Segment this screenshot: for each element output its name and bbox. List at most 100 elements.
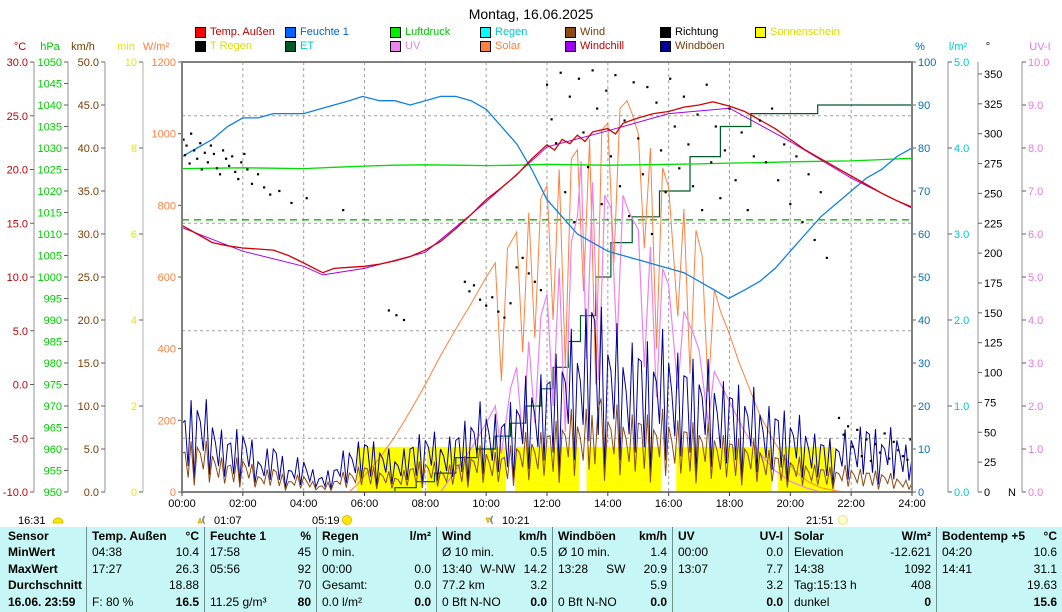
direction-dot	[641, 173, 644, 176]
direction-dot	[874, 443, 877, 446]
table-cell-row: 0.0 l/m² 0.0	[322, 594, 431, 610]
axis-tick-label: 980	[44, 358, 62, 370]
cell-mid	[561, 577, 647, 593]
axis-tick-label: 8	[131, 143, 137, 155]
legend-item-et: ET	[285, 40, 314, 52]
direction-dot	[678, 167, 681, 170]
cell-value: 26.3	[175, 561, 199, 576]
direction-dot	[527, 272, 530, 275]
direction-dot	[395, 314, 398, 317]
axis-tick-label: 4.0	[1028, 315, 1043, 327]
table-cell-row: 70	[210, 577, 311, 593]
column-unit: °C	[1043, 529, 1057, 543]
legend-swatch	[480, 26, 491, 38]
cell-value: 16.5	[175, 594, 199, 609]
axis-tick-label: 995	[44, 294, 62, 306]
direction-dot	[240, 161, 243, 164]
direction-dot	[591, 69, 594, 72]
cell-mid: W-NW	[480, 561, 516, 576]
legend-swatch	[480, 40, 491, 52]
series-layer	[182, 69, 912, 492]
x-tick-label: 04:00	[290, 498, 318, 510]
axis-uvi: UV-I 10.0 9.0 8.0 7.0 6.0 5.0 4.0 3.0 2.0 1.0 0.0	[1021, 41, 1051, 499]
sunshine-block	[586, 446, 662, 492]
axis-tick-label: 955	[44, 466, 62, 478]
cell-value: 0.0	[414, 561, 431, 576]
cell-value: 14.2	[523, 561, 547, 576]
legend-label: Windchill	[580, 40, 625, 52]
direction-dot	[491, 296, 494, 299]
legend-label: Regen	[495, 26, 528, 38]
cell-mid	[243, 561, 295, 577]
legend-swatch	[390, 26, 401, 38]
direction-dot	[710, 161, 713, 164]
table-row-label: MinWert	[8, 545, 56, 560]
axis-tick-label: 1.0	[954, 401, 969, 413]
cell-mid	[269, 594, 294, 610]
direction-dot	[783, 143, 786, 146]
legend-swatch	[285, 40, 296, 52]
axis-tick-label: 325	[984, 99, 1002, 111]
legend-label: Luftdruck	[405, 26, 451, 38]
legend-swatch	[565, 40, 576, 52]
direction-dot	[646, 85, 649, 89]
chart-legend: Temp. Außen Feuchte 1 Luftdruck Regen Wind Ri…	[0, 0, 1062, 60]
cell-value: 7.7	[766, 561, 783, 576]
direction-dot	[605, 89, 608, 92]
cell-mid	[504, 594, 528, 610]
direction-dot	[190, 132, 193, 135]
legend-item-richtung: Richtung	[660, 26, 718, 38]
table-column-header: UV UV-I	[678, 528, 783, 544]
table-cell-row: 04:20 10.6	[942, 544, 1057, 560]
direction-dot	[497, 310, 500, 313]
up-arrow-icon	[197, 517, 203, 524]
astro-time-label: 21:51	[806, 515, 834, 527]
legend-item-uv: UV	[390, 40, 420, 52]
direction-dot	[183, 154, 187, 157]
axis-tick-label: 1.0	[1028, 444, 1043, 456]
table-cell-row: 05:56 92	[210, 561, 311, 577]
legend-item-windb-en: Windböen	[660, 40, 725, 52]
direction-dot	[509, 302, 512, 305]
axis-tick-label: 10.0	[78, 401, 99, 413]
direction-dot	[687, 143, 690, 146]
axis-tick-label: 350	[984, 69, 1002, 81]
axis-tick-label: 300	[984, 129, 1002, 141]
legend-item-temp-au-en: Temp. Außen	[195, 26, 275, 38]
axis-tick-label: 30.0	[78, 229, 99, 241]
table-cell-row: 0 Bft N-NO 0.0	[558, 594, 667, 610]
table-column-feuchte-1: Feuchte 1% 17:58 45 05:56 92 70 11.25 g/m³ 80	[204, 527, 316, 612]
cell-value: 0.0	[766, 545, 783, 560]
legend-swatch	[195, 26, 206, 38]
cell-value: 10.4	[175, 545, 199, 560]
axis-unit-label: hPa	[40, 41, 60, 53]
direction-dot	[842, 433, 845, 436]
axis-tick-label: 10.0	[1028, 57, 1049, 69]
astro-time-label: 01:07	[214, 515, 242, 527]
legend-item-solar: Solar	[480, 40, 521, 52]
direction-dot	[463, 280, 466, 283]
column-unit: km/h	[638, 529, 667, 543]
plot-area[interactable]	[182, 62, 912, 492]
direction-dot	[305, 197, 308, 200]
cell-label: dunkel	[794, 594, 830, 609]
axis-tick-label: 970	[44, 401, 62, 413]
axis-tick-label: 20.0	[7, 165, 28, 177]
series-luftdruck	[182, 157, 912, 170]
series-wind	[182, 398, 912, 492]
cell-value: 31.1	[1033, 561, 1057, 576]
direction-dot	[550, 118, 553, 121]
cell-value: 3.2	[530, 578, 547, 593]
cell-value: 408	[910, 578, 931, 593]
axis-tick-label: 45.0	[78, 100, 99, 112]
sunset-icon	[838, 515, 848, 525]
sunrise-icon	[342, 515, 352, 525]
axis-tick-label: 1005	[38, 251, 62, 263]
cell-mid	[355, 561, 411, 577]
axis-tick-label: 15.0	[78, 358, 99, 370]
axis-tick-label: 1000	[152, 129, 176, 141]
weather-chart[interactable]: °C30.025.020.015.010.05.00.0-5.0-10.0hPa…	[0, 0, 1062, 527]
direction-dot	[746, 209, 749, 212]
